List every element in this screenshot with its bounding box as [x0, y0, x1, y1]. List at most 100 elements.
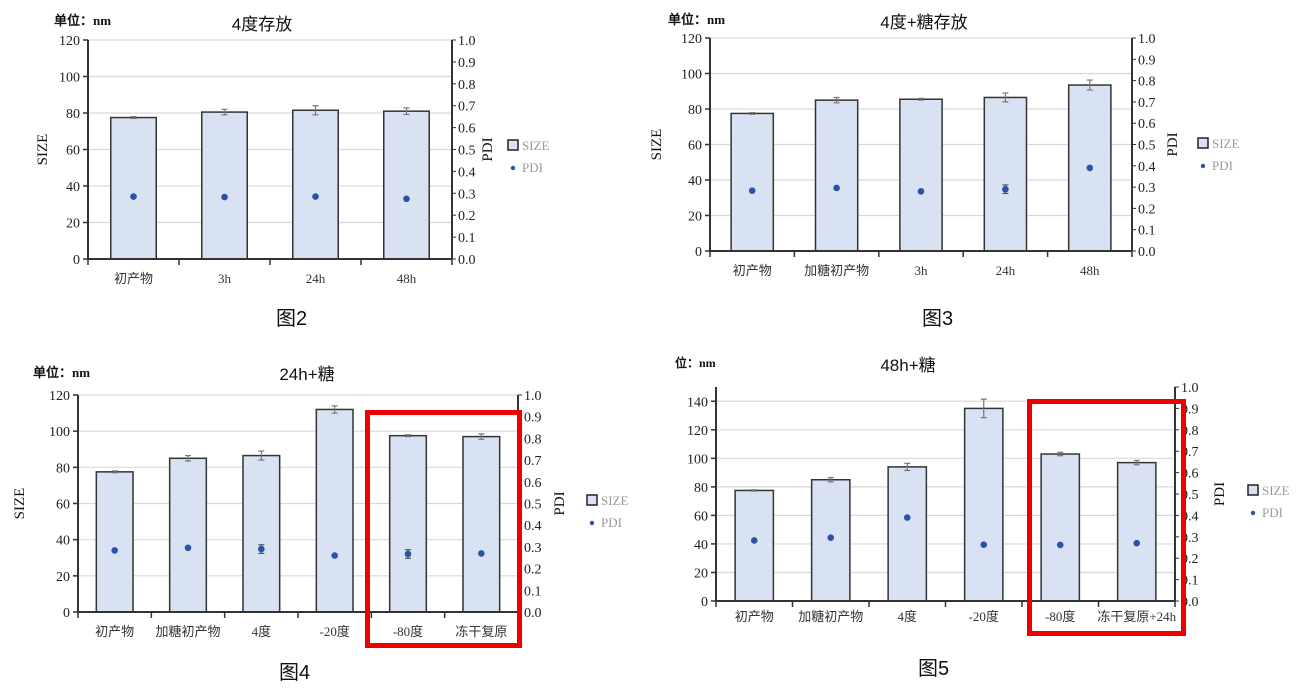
- y2-tick-label: 0.2: [524, 563, 542, 578]
- y2-tick-label: 1.0: [458, 34, 476, 49]
- pdi-point: [917, 188, 925, 195]
- pdi-point: [1133, 539, 1141, 547]
- pdi-point: [258, 545, 265, 553]
- y-tick-label: 80: [66, 107, 80, 122]
- size-bar: [110, 116, 157, 260]
- y-tick-label: 60: [66, 144, 80, 159]
- x-tick-label: 4度: [252, 624, 272, 639]
- y-tick-label: 120: [49, 389, 70, 404]
- legend-size-label: SIZE: [1212, 136, 1240, 151]
- size-bar: [887, 466, 928, 602]
- legend-pdi-marker: [589, 520, 595, 526]
- legend-size-swatch: [586, 494, 598, 506]
- pdi-point: [130, 193, 137, 200]
- pdi-point: [750, 537, 758, 544]
- legend-size-swatch: [1247, 484, 1259, 496]
- legend-pdi-label: PDI: [1212, 158, 1233, 173]
- y-tick-label: 20: [688, 210, 702, 225]
- x-tick-label: 初产物: [733, 263, 772, 278]
- y2-tick-label: 0.1: [458, 231, 476, 246]
- x-tick-label: 冻干复原+24h: [1097, 609, 1176, 624]
- legend-pdi-label: PDI: [1262, 505, 1283, 520]
- x-tick-label: 加糖初产物: [798, 609, 863, 624]
- y-tick-label: 60: [56, 498, 70, 513]
- y2-axis-label: PDI: [552, 491, 568, 515]
- y-tick-label: 40: [66, 180, 80, 195]
- y-tick-label: 120: [59, 34, 80, 49]
- y-tick-label: 80: [56, 461, 70, 476]
- y2-tick-label: 0.8: [1138, 75, 1156, 90]
- chart-title: 24h+糖: [279, 365, 334, 384]
- size-bar: [730, 112, 775, 252]
- legend-size-label: SIZE: [1262, 483, 1290, 498]
- y2-tick-label: 0.4: [1138, 160, 1156, 175]
- x-tick-label: 冻干复原: [455, 624, 507, 639]
- pdi-point: [1002, 185, 1009, 193]
- y2-tick-label: 0.8: [458, 78, 476, 93]
- y2-tick-label: 0.2: [458, 209, 476, 224]
- unit-label-fig5: 位：nm: [675, 356, 716, 370]
- y2-tick-label: 0.5: [458, 144, 476, 159]
- y2-tick-label: 0.7: [524, 454, 542, 469]
- y2-tick-label: 0.5: [524, 498, 542, 513]
- x-tick-label: 48h: [397, 271, 417, 286]
- y2-axis-label: PDI: [1212, 482, 1228, 506]
- highlight-box-fig4: [365, 410, 522, 648]
- legend-size-label: SIZE: [601, 493, 629, 508]
- legend-size-swatch: [507, 139, 519, 151]
- x-tick-label: 加糖初产物: [155, 624, 220, 639]
- pdi-point: [184, 544, 192, 552]
- pdi-point: [980, 541, 988, 549]
- pdi-point: [331, 552, 338, 559]
- y-tick-label: 120: [681, 32, 702, 47]
- x-tick-label: 初产物: [114, 271, 153, 286]
- x-tick-label: 4度: [897, 609, 917, 624]
- highlight-box-fig5: [1027, 399, 1186, 636]
- y2-tick-label: 0.7: [458, 100, 476, 115]
- pdi-point: [748, 187, 756, 195]
- y-tick-label: 60: [694, 509, 708, 524]
- y-tick-label: 100: [59, 71, 80, 86]
- y-tick-label: 0: [695, 245, 702, 260]
- chart-fig2: 0 20 40 60 80 100 120 0.0 0.1 0.2 0.3 0.4 0.5 0.6 0.7 0…: [0, 0, 640, 300]
- x-tick-label: -80度: [393, 624, 423, 639]
- x-tick-label: 3h: [915, 263, 929, 278]
- legend-size-label: SIZE: [522, 138, 550, 153]
- y2-tick-label: 0.3: [1138, 181, 1156, 196]
- y-tick-label: 0: [73, 253, 80, 268]
- caption-fig4: 图4: [279, 662, 311, 684]
- size-bar: [242, 454, 281, 613]
- size-bar: [963, 407, 1004, 602]
- y-tick-label: 80: [694, 481, 708, 496]
- y-tick-label: 120: [687, 424, 708, 439]
- y-axis-label: SIZE: [12, 488, 28, 520]
- x-tick-label: 3h: [218, 271, 232, 286]
- pdi-point: [404, 550, 412, 558]
- y2-tick-label: 0.9: [524, 411, 542, 426]
- y2-tick-label: 0.3: [458, 187, 476, 202]
- pdi-point: [403, 195, 410, 203]
- legend-pdi-marker: [510, 165, 516, 171]
- chart-title: 4度存放: [232, 15, 292, 34]
- y2-tick-label: 0.0: [458, 253, 476, 268]
- y2-tick-label: 0.6: [1138, 117, 1156, 132]
- pdi-point: [903, 514, 911, 521]
- y-tick-label: 20: [66, 217, 80, 232]
- y2-tick-label: 0.1: [1138, 224, 1156, 239]
- legend-pdi-marker: [1200, 163, 1206, 169]
- x-tick-label: 24h: [306, 271, 326, 286]
- x-tick-label: 24h: [996, 263, 1016, 278]
- y-tick-label: 100: [681, 68, 702, 83]
- pdi-point: [827, 534, 835, 541]
- chart-fig3: 0 20 40 60 80 100 120 0.0 0.1 0.2 0.3 0.4 0.5 0.6 0.7 0…: [0, 0, 1297, 300]
- y2-tick-label: 1.0: [524, 389, 542, 404]
- x-tick-label: 加糖初产物: [804, 263, 869, 278]
- y2-tick-label: 0.8: [524, 432, 542, 447]
- y2-tick-label: 0.9: [1138, 53, 1156, 68]
- x-tick-label: -20度: [319, 624, 349, 639]
- y-tick-label: 60: [688, 139, 702, 154]
- y-tick-label: 40: [694, 538, 708, 553]
- y-tick-label: 20: [56, 570, 70, 585]
- unit-label-fig4: 单位：nm: [33, 365, 91, 380]
